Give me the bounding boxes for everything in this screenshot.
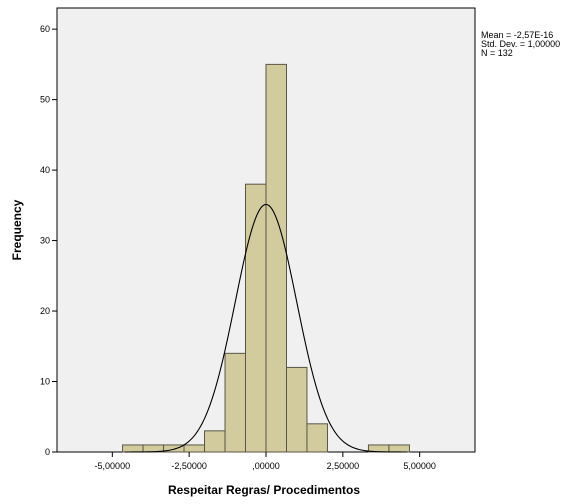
y-axis: 0 10 20 30 40 50 60 bbox=[40, 24, 57, 457]
y-axis-title: Frequency bbox=[10, 199, 24, 260]
y-tick-label: 0 bbox=[45, 447, 50, 457]
histogram-bar bbox=[183, 444, 206, 453]
x-tick-label: ,00000 bbox=[252, 461, 280, 471]
x-tick-label: -2,50000 bbox=[171, 461, 207, 471]
stats-box: Mean = -2,57E-16 Std. Dev. = 1,00000 N =… bbox=[481, 30, 560, 58]
histogram-bar bbox=[224, 352, 246, 453]
y-tick-label: 40 bbox=[40, 165, 50, 175]
x-axis: -5,00000 -2,50000 ,00000 2,50000 5,00000 bbox=[95, 452, 436, 471]
histogram-bar bbox=[122, 444, 144, 453]
histogram-bar bbox=[265, 63, 288, 453]
x-tick-label: 5,00000 bbox=[403, 461, 436, 471]
x-axis-title: Respeitar Regras/ Procedimentos bbox=[168, 483, 360, 497]
y-tick-label: 50 bbox=[40, 95, 50, 105]
y-tick-label: 60 bbox=[40, 24, 50, 34]
histogram-bar bbox=[306, 423, 328, 453]
histogram-bar bbox=[286, 366, 308, 453]
y-tick-label: 10 bbox=[40, 377, 50, 387]
stats-mean: Mean = -2,57E-16 bbox=[481, 30, 553, 40]
bars-group bbox=[122, 63, 410, 453]
histogram-bar bbox=[388, 444, 410, 453]
stats-std-dev: Std. Dev. = 1,00000 bbox=[481, 39, 560, 49]
histogram-bar bbox=[244, 183, 267, 453]
stats-n: N = 132 bbox=[481, 48, 513, 58]
y-tick-label: 20 bbox=[40, 306, 50, 316]
histogram-bar bbox=[204, 430, 226, 453]
y-tick-label: 30 bbox=[40, 236, 50, 246]
normal-curve bbox=[124, 203, 408, 453]
x-tick-label: -5,00000 bbox=[95, 461, 131, 471]
x-tick-label: 2,50000 bbox=[327, 461, 360, 471]
